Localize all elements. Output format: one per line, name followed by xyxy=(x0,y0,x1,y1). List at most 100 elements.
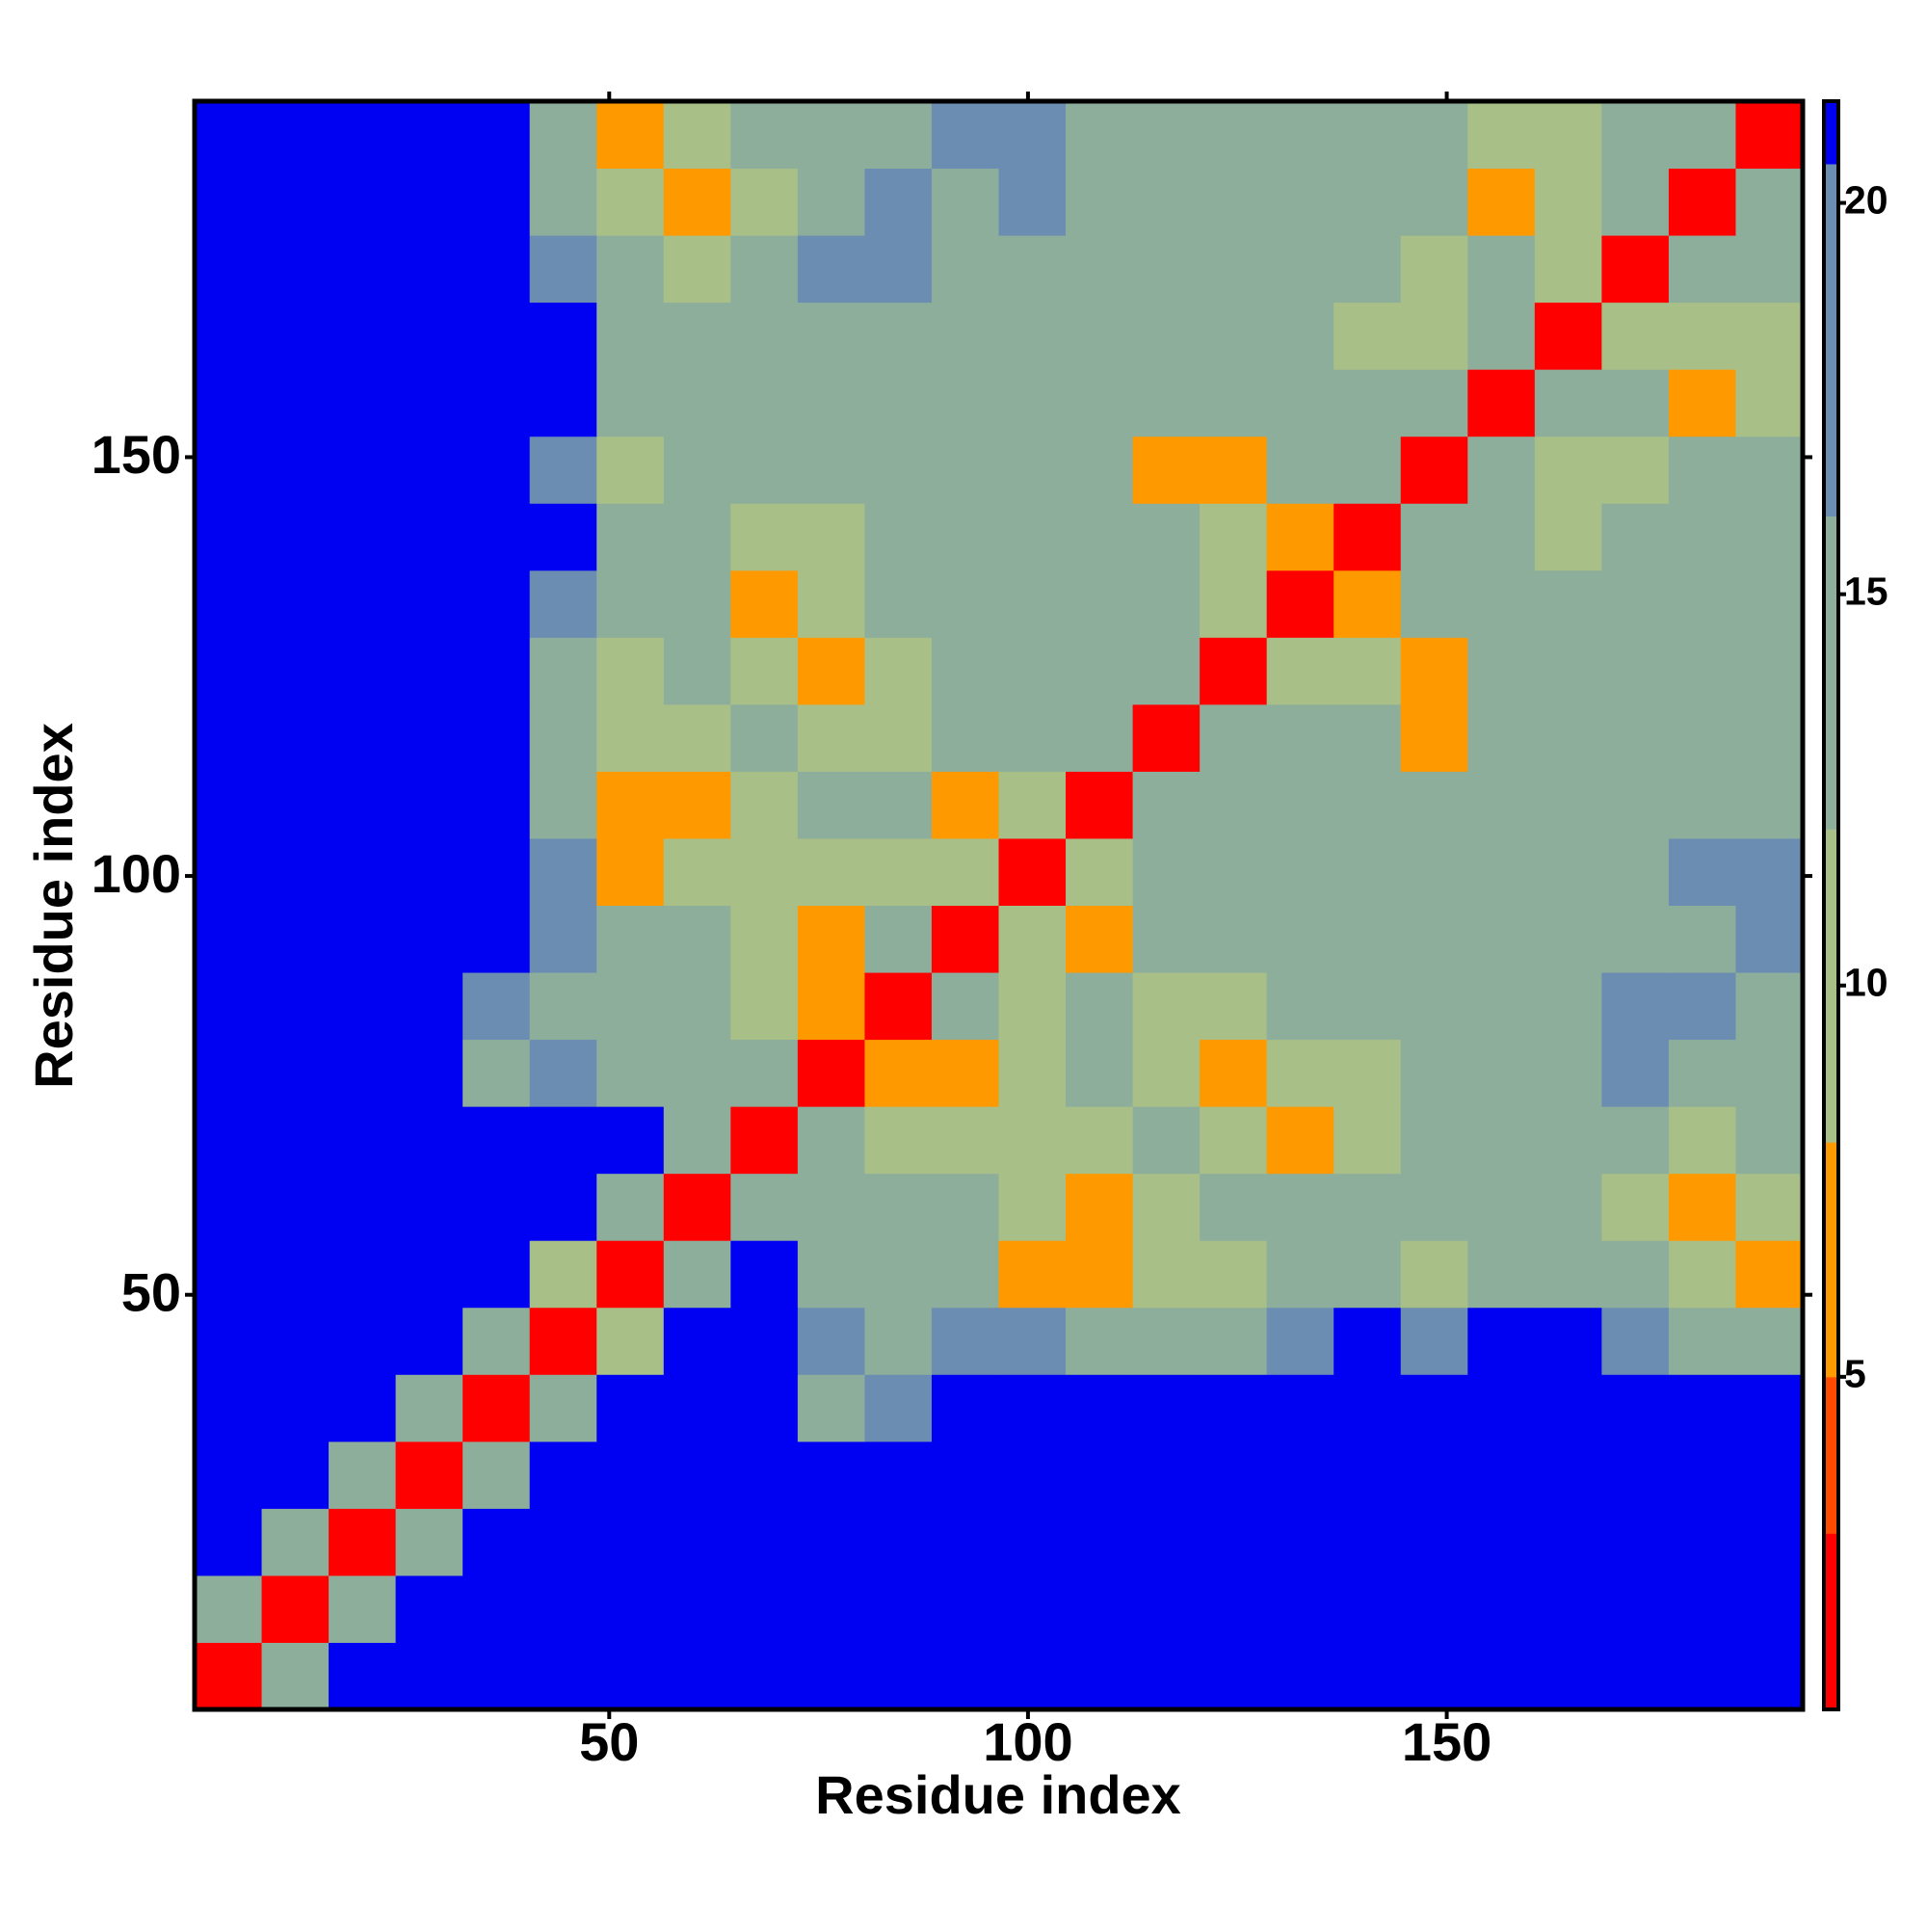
heatmap-cell xyxy=(1266,1374,1334,1442)
heatmap-cell xyxy=(998,1240,1067,1309)
heatmap-cell xyxy=(1400,1173,1468,1241)
heatmap-cell xyxy=(663,1441,731,1509)
heatmap-cell xyxy=(1333,235,1402,304)
heatmap-cell xyxy=(1400,302,1468,370)
heatmap-cell xyxy=(1333,369,1402,437)
heatmap-cell xyxy=(1266,637,1334,705)
heatmap-cell xyxy=(395,1307,463,1375)
heatmap-cell xyxy=(529,302,597,370)
heatmap-cell xyxy=(730,503,799,571)
heatmap-cell xyxy=(1601,168,1670,236)
heatmap-cell xyxy=(1735,569,1804,638)
heatmap-cell xyxy=(596,1441,665,1509)
heatmap-cell xyxy=(529,168,597,236)
heatmap-cell xyxy=(1132,1642,1201,1710)
heatmap-cell xyxy=(462,771,531,839)
heatmap-cell xyxy=(462,101,531,170)
heatmap-cell xyxy=(395,235,463,304)
heatmap-cell xyxy=(195,837,263,906)
heatmap-cell xyxy=(261,637,330,705)
heatmap-cell xyxy=(529,101,597,170)
colorbar-segment xyxy=(1824,101,1838,165)
heatmap-cell xyxy=(1601,1039,1670,1107)
heatmap-cell xyxy=(395,503,463,571)
heatmap-cell xyxy=(1534,1374,1602,1442)
heatmap-cell xyxy=(529,1508,597,1576)
heatmap-cell xyxy=(663,1240,731,1309)
heatmap-cell xyxy=(329,905,397,973)
heatmap-cell xyxy=(1333,1106,1402,1175)
heatmap-cell xyxy=(462,1173,531,1241)
heatmap-cell xyxy=(1333,771,1402,839)
heatmap-cell xyxy=(864,837,933,906)
heatmap-cell xyxy=(261,569,330,638)
heatmap-cell xyxy=(797,168,865,236)
heatmap-cell xyxy=(329,1575,397,1643)
heatmap-cell xyxy=(1132,1508,1201,1576)
heatmap-cell xyxy=(864,637,933,705)
heatmap-cell xyxy=(1668,905,1736,973)
heatmap-cell xyxy=(1132,235,1201,304)
heatmap-cell xyxy=(462,436,531,504)
heatmap-cell xyxy=(1132,168,1201,236)
heatmap-cell xyxy=(730,972,799,1041)
heatmap-cell xyxy=(931,302,999,370)
heatmap-cell xyxy=(1467,1106,1536,1175)
heatmap-cell xyxy=(1200,771,1268,839)
heatmap-cell xyxy=(663,1173,731,1241)
heatmap-cell xyxy=(1266,1173,1334,1241)
heatmap-cell xyxy=(797,1575,865,1643)
heatmap-cell xyxy=(1735,1508,1804,1576)
heatmap-cell xyxy=(1200,1508,1268,1576)
heatmap-cell xyxy=(395,101,463,170)
heatmap-cell xyxy=(462,703,531,772)
heatmap-cell xyxy=(1467,1173,1536,1241)
heatmap-cell xyxy=(329,1173,397,1241)
heatmap-cell xyxy=(797,771,865,839)
heatmap-cell xyxy=(931,569,999,638)
heatmap-cell xyxy=(261,503,330,571)
heatmap-cell xyxy=(1735,1441,1804,1509)
heatmap-cell xyxy=(797,1240,865,1309)
heatmap-cell xyxy=(261,1508,330,1576)
heatmap-cell xyxy=(1601,1307,1670,1375)
heatmap-cell xyxy=(1735,369,1804,437)
heatmap-cell xyxy=(797,503,865,571)
heatmap-cell xyxy=(1534,1173,1602,1241)
heatmap-cell xyxy=(1200,1039,1268,1107)
heatmap-cell xyxy=(329,1441,397,1509)
heatmap-cell xyxy=(596,436,665,504)
heatmap-cell xyxy=(1601,302,1670,370)
heatmap-cell xyxy=(998,569,1067,638)
heatmap-cell xyxy=(998,837,1067,906)
heatmap-cell xyxy=(931,703,999,772)
colorbar-tick-label: 5 xyxy=(1844,1352,1866,1396)
heatmap-cell xyxy=(1601,703,1670,772)
heatmap-cell xyxy=(1400,168,1468,236)
heatmap-cell xyxy=(462,503,531,571)
heatmap-cell xyxy=(261,1374,330,1442)
heatmap-cell xyxy=(730,1508,799,1576)
plot-frame xyxy=(192,98,1806,1712)
heatmap-cell xyxy=(931,1173,999,1241)
heatmap-cell xyxy=(1200,436,1268,504)
heatmap-cell xyxy=(1534,637,1602,705)
heatmap-cell xyxy=(1735,1374,1804,1442)
heatmap-cell xyxy=(998,1374,1067,1442)
heatmap-cell xyxy=(998,1173,1067,1241)
heatmap-cell xyxy=(1467,837,1536,906)
heatmap-cell xyxy=(1200,837,1268,906)
heatmap-cell xyxy=(462,1307,531,1375)
heatmap-cell xyxy=(1534,436,1602,504)
heatmap-cell xyxy=(1735,101,1804,170)
heatmap-cell xyxy=(1400,905,1468,973)
heatmap-cell xyxy=(1601,1106,1670,1175)
heatmap-cell xyxy=(730,1575,799,1643)
heatmap-cell xyxy=(1668,168,1736,236)
heatmap-cell xyxy=(1066,1173,1134,1241)
heatmap-cell xyxy=(395,1575,463,1643)
heatmap-cell xyxy=(529,1642,597,1710)
heatmap-cell xyxy=(1266,972,1334,1041)
heatmap-cell xyxy=(1132,569,1201,638)
heatmap-cell xyxy=(1333,1039,1402,1107)
